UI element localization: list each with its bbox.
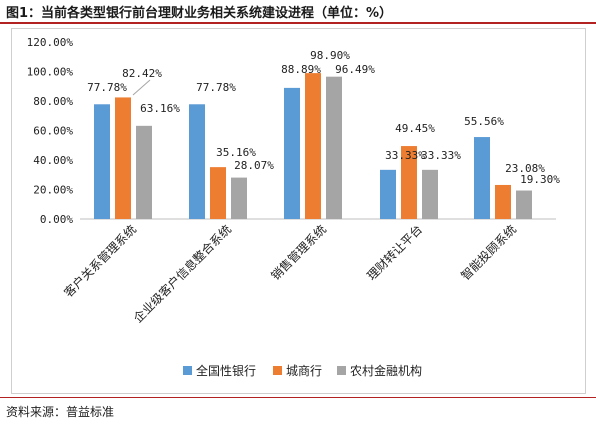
bar bbox=[189, 104, 205, 219]
data-label: 35.16% bbox=[216, 146, 256, 159]
bar bbox=[94, 104, 110, 219]
bar bbox=[284, 87, 300, 219]
data-label: 33.33% bbox=[385, 149, 425, 162]
legend-swatch bbox=[273, 366, 282, 375]
data-label: 33.33% bbox=[421, 149, 461, 162]
chart-frame bbox=[11, 28, 586, 394]
category-label: 客户关系管理系统 bbox=[61, 222, 139, 300]
bar bbox=[231, 177, 247, 219]
data-label: 77.78% bbox=[196, 81, 236, 94]
data-label: 98.90% bbox=[310, 49, 350, 62]
y-tick-label: 40.00% bbox=[33, 154, 73, 167]
data-label: 49.45% bbox=[395, 122, 435, 135]
category-label: 理财转让平台 bbox=[364, 222, 426, 284]
data-label: 55.56% bbox=[464, 115, 504, 128]
bar bbox=[495, 184, 511, 219]
bar bbox=[516, 190, 532, 219]
category-label: 销售管理系统 bbox=[268, 222, 330, 284]
figure-title: 图1：当前各类型银行前台理财业务相关系统建设进程（单位：%） bbox=[6, 6, 393, 21]
bar bbox=[115, 97, 131, 219]
leader-line bbox=[132, 79, 151, 96]
legend-swatch bbox=[183, 366, 192, 375]
legend-swatch bbox=[337, 366, 346, 375]
data-label: 82.42% bbox=[122, 67, 162, 80]
legend-label: 农村金融机构 bbox=[350, 363, 422, 378]
bar bbox=[474, 137, 490, 219]
bar bbox=[305, 73, 321, 219]
y-tick-label: 0.00% bbox=[40, 213, 73, 226]
bar bbox=[422, 169, 438, 219]
y-tick-label: 80.00% bbox=[33, 95, 73, 108]
data-label: 28.07% bbox=[234, 159, 274, 172]
title-rule bbox=[0, 22, 596, 24]
data-label: 63.16% bbox=[140, 102, 180, 115]
y-tick-label: 20.00% bbox=[33, 184, 73, 197]
data-label: 88.89% bbox=[281, 63, 321, 76]
data-label: 19.30% bbox=[520, 173, 560, 186]
y-tick-label: 100.00% bbox=[27, 66, 74, 79]
bar bbox=[136, 125, 152, 219]
source-note: 资料来源：普益标准 bbox=[6, 405, 115, 419]
y-tick-label: 60.00% bbox=[33, 125, 73, 138]
data-label: 77.78% bbox=[87, 81, 127, 94]
data-label: 23.08% bbox=[505, 162, 545, 175]
bar bbox=[326, 76, 342, 219]
legend-label: 全国性银行 bbox=[196, 363, 256, 378]
bar bbox=[401, 146, 417, 219]
y-tick-label: 120.00% bbox=[27, 36, 74, 49]
category-label: 智能投顾系统 bbox=[458, 222, 520, 284]
category-label: 企业级客户信息整合系统 bbox=[130, 222, 234, 326]
bar bbox=[380, 169, 396, 219]
bar bbox=[210, 167, 226, 219]
legend-label: 城商行 bbox=[286, 363, 322, 378]
bottom-rule bbox=[0, 397, 596, 398]
data-label: 96.49% bbox=[335, 63, 375, 76]
